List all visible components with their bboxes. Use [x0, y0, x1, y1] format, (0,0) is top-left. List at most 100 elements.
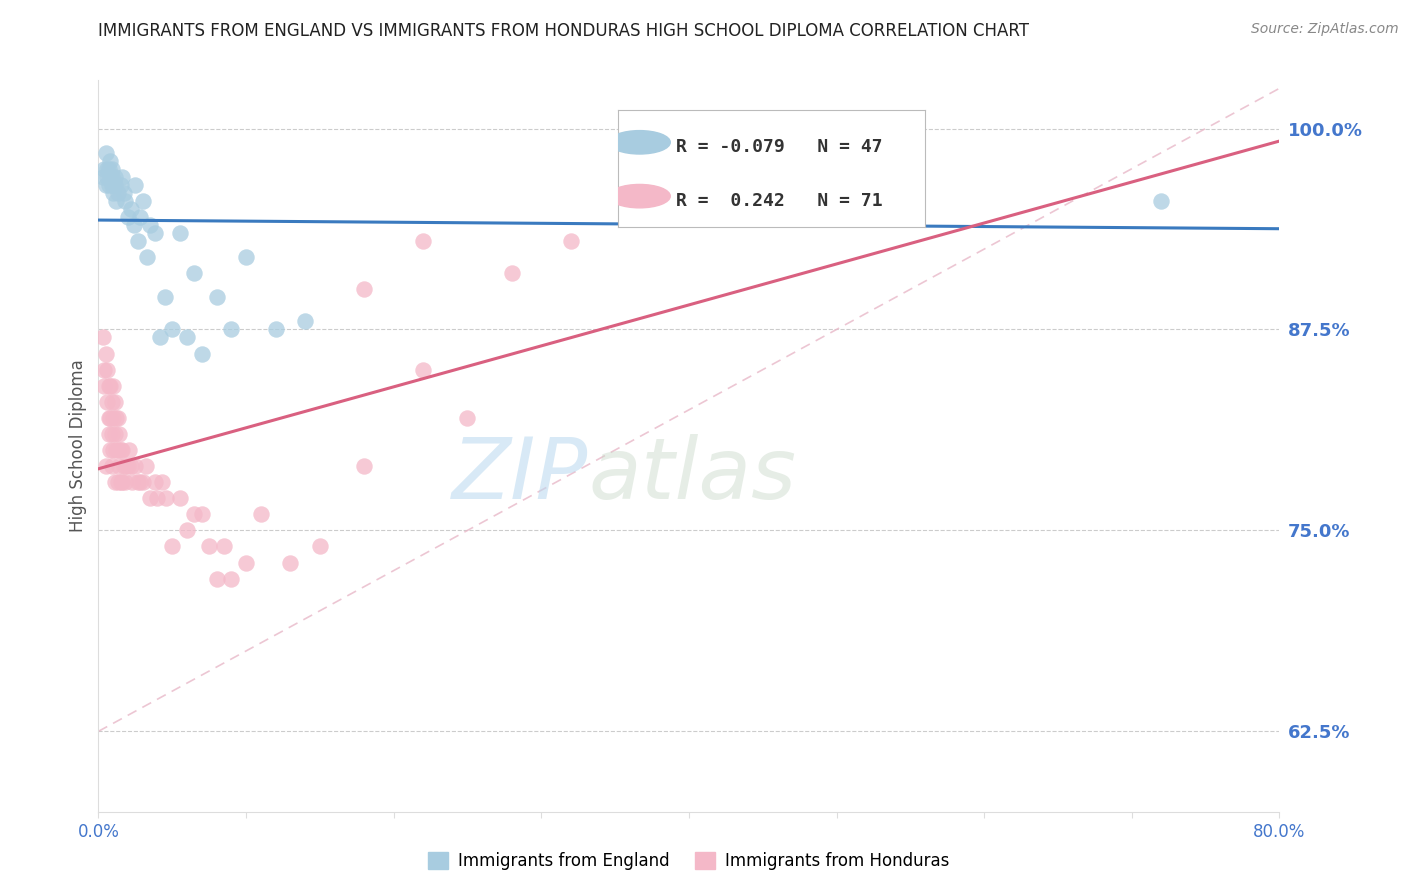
Point — [149, 330, 172, 344]
Point — [94, 346, 117, 360]
Point — [112, 186, 135, 200]
Point — [114, 194, 136, 208]
Point — [98, 410, 121, 425]
Point — [169, 491, 191, 506]
Point — [353, 282, 375, 296]
Point — [143, 226, 166, 240]
Point — [107, 443, 129, 458]
Point — [94, 178, 117, 192]
Point — [117, 210, 139, 224]
Legend: Immigrants from England, Immigrants from Honduras: Immigrants from England, Immigrants from… — [422, 845, 956, 877]
Point — [294, 314, 316, 328]
Text: IMMIGRANTS FROM ENGLAND VS IMMIGRANTS FROM HONDURAS HIGH SCHOOL DIPLOMA CORRELAT: IMMIGRANTS FROM ENGLAND VS IMMIGRANTS FR… — [98, 22, 1029, 40]
Point — [105, 410, 128, 425]
Point — [235, 556, 257, 570]
Point — [560, 234, 582, 248]
Point — [104, 394, 127, 409]
Point — [91, 169, 114, 184]
Point — [412, 234, 434, 248]
Point — [139, 491, 162, 506]
Point — [94, 145, 117, 160]
Point — [169, 226, 191, 240]
Point — [98, 169, 121, 184]
Point — [501, 266, 523, 280]
Point — [110, 443, 132, 458]
Point — [98, 153, 121, 168]
Point — [103, 443, 125, 458]
Point — [107, 475, 129, 490]
Point — [136, 250, 159, 264]
Point — [104, 178, 127, 192]
Text: Source: ZipAtlas.com: Source: ZipAtlas.com — [1251, 22, 1399, 37]
Point — [205, 572, 228, 586]
Point — [96, 169, 118, 184]
Point — [94, 459, 117, 474]
Point — [1150, 194, 1173, 208]
Point — [100, 459, 122, 474]
Point — [110, 178, 132, 192]
Point — [112, 459, 135, 474]
Point — [122, 218, 145, 232]
Point — [100, 178, 122, 192]
Text: R = -0.079   N = 47: R = -0.079 N = 47 — [676, 138, 883, 156]
Point — [135, 459, 157, 474]
Point — [107, 186, 129, 200]
Point — [191, 346, 214, 360]
Point — [93, 161, 115, 176]
Point — [219, 322, 242, 336]
Point — [219, 572, 242, 586]
Point — [93, 378, 115, 392]
Point — [128, 210, 150, 224]
Point — [124, 178, 146, 192]
Y-axis label: High School Diploma: High School Diploma — [69, 359, 87, 533]
Point — [309, 540, 332, 554]
Point — [100, 394, 122, 409]
Point — [105, 194, 128, 208]
Point — [132, 475, 155, 490]
Point — [105, 443, 128, 458]
Point — [128, 475, 150, 490]
Point — [93, 362, 115, 376]
Point — [103, 378, 125, 392]
Point — [103, 178, 125, 192]
Point — [111, 443, 134, 458]
Point — [111, 475, 134, 490]
Point — [100, 426, 122, 441]
Point — [176, 524, 198, 538]
Point — [104, 426, 127, 441]
Point — [118, 443, 141, 458]
Point — [146, 491, 169, 506]
Point — [108, 426, 131, 441]
Point — [153, 290, 176, 304]
Point — [117, 459, 139, 474]
Point — [139, 218, 162, 232]
Point — [127, 234, 149, 248]
Point — [162, 540, 183, 554]
Point — [198, 540, 221, 554]
Point — [183, 266, 205, 280]
Point — [205, 290, 228, 304]
Point — [250, 508, 273, 522]
Point — [100, 161, 122, 176]
Point — [143, 475, 166, 490]
Point — [212, 540, 235, 554]
Point — [96, 362, 118, 376]
Point — [98, 443, 121, 458]
Point — [412, 362, 434, 376]
Point — [456, 410, 478, 425]
Point — [114, 475, 136, 490]
Point — [127, 475, 149, 490]
Text: atlas: atlas — [589, 434, 797, 516]
Point — [103, 186, 125, 200]
Point — [278, 556, 302, 570]
Circle shape — [609, 185, 671, 208]
Point — [98, 378, 121, 392]
Point — [176, 330, 198, 344]
Point — [96, 161, 118, 176]
Point — [120, 202, 142, 216]
Text: R =  0.242   N = 71: R = 0.242 N = 71 — [676, 192, 883, 210]
Point — [100, 169, 122, 184]
Point — [107, 410, 129, 425]
Point — [97, 178, 120, 192]
Point — [353, 459, 375, 474]
